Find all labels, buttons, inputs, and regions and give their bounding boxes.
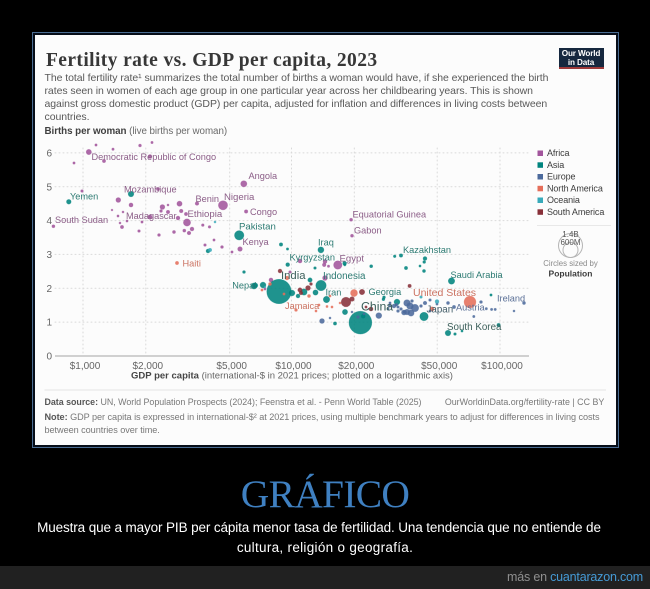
svg-text:$100,000: $100,000 — [481, 361, 523, 372]
svg-text:South America: South America — [547, 207, 604, 217]
svg-text:Madagascar: Madagascar — [126, 211, 177, 221]
svg-text:1.4B: 1.4B — [562, 230, 578, 239]
svg-text:Kyrgyzstan: Kyrgyzstan — [290, 253, 335, 263]
svg-text:India: India — [281, 270, 306, 282]
svg-text:Yemen: Yemen — [70, 192, 98, 202]
svg-text:1: 1 — [46, 318, 52, 329]
svg-text:Georgia: Georgia — [369, 287, 403, 297]
svg-text:$5,000: $5,000 — [216, 361, 247, 372]
svg-text:Nigeria: Nigeria — [224, 192, 255, 203]
svg-text:Asia: Asia — [547, 160, 564, 170]
svg-text:Ethiopia: Ethiopia — [188, 209, 223, 220]
svg-text:2: 2 — [46, 284, 52, 295]
svg-text:South Korea: South Korea — [447, 322, 502, 333]
svg-text:GDP per capita (international-: GDP per capita (international-$ in 2021 … — [131, 371, 453, 382]
svg-text:China: China — [361, 300, 393, 314]
svg-text:Oceania: Oceania — [547, 195, 580, 205]
svg-text:Austria: Austria — [456, 303, 485, 313]
svg-text:Congo: Congo — [250, 207, 277, 217]
svg-text:South Sudan: South Sudan — [55, 215, 108, 225]
svg-text:Japan: Japan — [427, 305, 454, 316]
svg-text:Ireland: Ireland — [497, 294, 525, 304]
svg-text:Indonesia: Indonesia — [323, 271, 366, 282]
svg-text:5: 5 — [46, 182, 52, 193]
svg-text:3: 3 — [46, 250, 52, 261]
svg-text:6: 6 — [46, 148, 52, 159]
svg-text:0: 0 — [46, 352, 52, 363]
svg-text:Benin: Benin — [196, 194, 220, 204]
svg-text:600M: 600M — [560, 238, 580, 247]
svg-text:Saudi Arabia: Saudi Arabia — [451, 270, 504, 280]
svg-text:Kazakhstan: Kazakhstan — [403, 245, 451, 255]
svg-text:Nepal: Nepal — [232, 281, 256, 291]
svg-text:$50,000: $50,000 — [421, 361, 458, 372]
svg-text:$10,000: $10,000 — [275, 361, 312, 372]
svg-text:Angola: Angola — [249, 171, 278, 181]
svg-text:Jamaica: Jamaica — [285, 301, 320, 311]
svg-text:Iran: Iran — [326, 288, 342, 298]
svg-text:Kenya: Kenya — [243, 237, 270, 247]
svg-text:Population: Population — [549, 269, 593, 279]
svg-text:Europe: Europe — [547, 172, 576, 182]
svg-text:Pakistan: Pakistan — [239, 222, 276, 233]
svg-text:Equatorial Guinea: Equatorial Guinea — [353, 210, 427, 220]
svg-text:United States: United States — [413, 287, 476, 299]
svg-text:Gabon: Gabon — [354, 226, 382, 236]
svg-text:Iraq: Iraq — [318, 238, 334, 248]
svg-text:Circles sized by: Circles sized by — [543, 259, 598, 268]
svg-text:4: 4 — [46, 216, 52, 227]
svg-text:$20,000: $20,000 — [338, 361, 375, 372]
svg-text:Haiti: Haiti — [183, 259, 201, 269]
svg-text:Democratic Republic of Congo: Democratic Republic of Congo — [92, 152, 217, 162]
svg-text:Mozambique: Mozambique — [124, 185, 177, 195]
svg-text:Egypt: Egypt — [340, 254, 365, 265]
svg-text:Africa: Africa — [547, 148, 570, 158]
svg-text:North America: North America — [547, 183, 603, 193]
svg-text:$1,000: $1,000 — [70, 361, 101, 372]
svg-text:$2,000: $2,000 — [133, 361, 164, 372]
